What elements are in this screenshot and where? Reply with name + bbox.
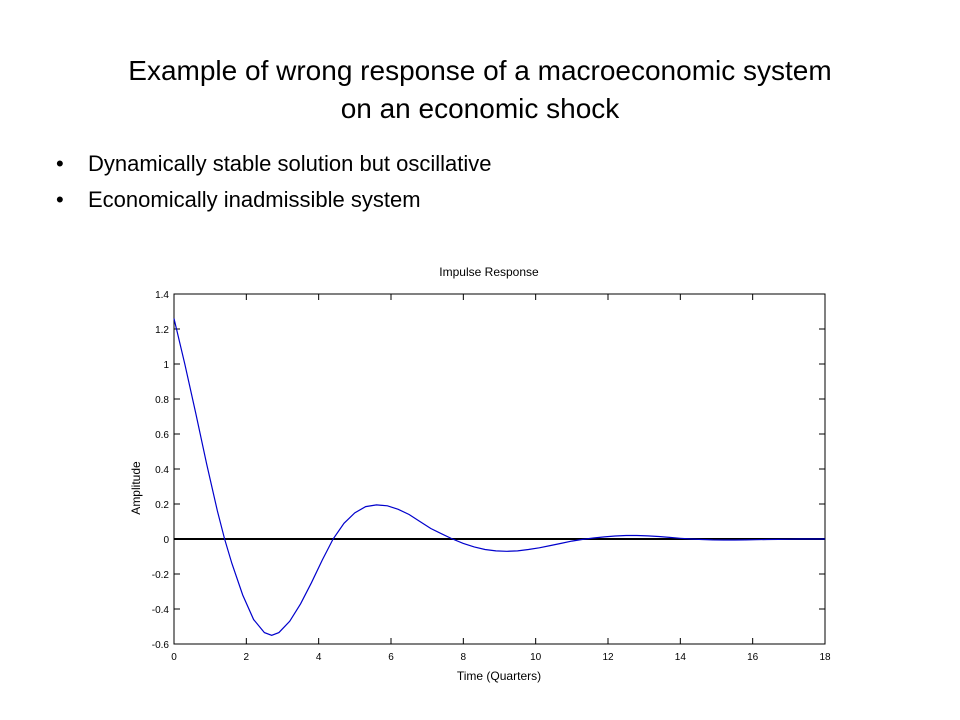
y-tick-label: 0.4 bbox=[155, 465, 169, 476]
y-tick-label: 0.6 bbox=[155, 430, 169, 441]
y-tick-label: -0.2 bbox=[152, 570, 170, 581]
chart-title: Impulse Response bbox=[439, 265, 539, 279]
x-tick-label: 0 bbox=[171, 652, 177, 663]
x-tick-label: 16 bbox=[747, 652, 759, 663]
bullet-item: • Economically inadmissible system bbox=[56, 182, 916, 218]
slide-title-line-1: Example of wrong response of a macroecon… bbox=[128, 55, 832, 86]
bullet-list: • Dynamically stable solution but oscill… bbox=[56, 146, 916, 218]
slide-title-line-2: on an economic shock bbox=[340, 93, 620, 124]
x-tick-label: 10 bbox=[530, 652, 542, 663]
impulse-response-line bbox=[173, 318, 825, 636]
x-tick-label: 18 bbox=[819, 652, 831, 663]
slide-title: Example of wrong response of a macroecon… bbox=[60, 52, 900, 128]
bullet-glyph: • bbox=[56, 187, 64, 212]
y-tick-label: 0.8 bbox=[155, 395, 169, 406]
y-tick-label: 1.2 bbox=[155, 325, 169, 336]
x-tick-label: 8 bbox=[461, 652, 467, 663]
bullet-item: • Dynamically stable solution but oscill… bbox=[56, 146, 916, 182]
x-axis-label: Time (Quarters) bbox=[457, 669, 541, 683]
x-tick-label: 6 bbox=[388, 652, 394, 663]
y-tick-label: 0.2 bbox=[155, 500, 169, 511]
x-tick-label: 2 bbox=[244, 652, 250, 663]
x-tick-label: 12 bbox=[602, 652, 614, 663]
x-tick-label: 14 bbox=[675, 652, 687, 663]
plot-frame bbox=[173, 293, 826, 645]
y-tick-label: -0.4 bbox=[152, 605, 170, 616]
x-tick-label: 4 bbox=[316, 652, 322, 663]
y-tick-label: -0.6 bbox=[152, 640, 170, 651]
y-axis-label: Amplitude bbox=[129, 461, 143, 515]
y-tick-label: 0 bbox=[163, 535, 169, 546]
bullet-text: Economically inadmissible system bbox=[88, 187, 421, 212]
y-tick-label: 1.4 bbox=[155, 290, 169, 301]
bullet-glyph: • bbox=[56, 151, 64, 176]
bullet-text: Dynamically stable solution but oscillat… bbox=[88, 151, 492, 176]
y-tick-label: 1 bbox=[163, 360, 169, 371]
